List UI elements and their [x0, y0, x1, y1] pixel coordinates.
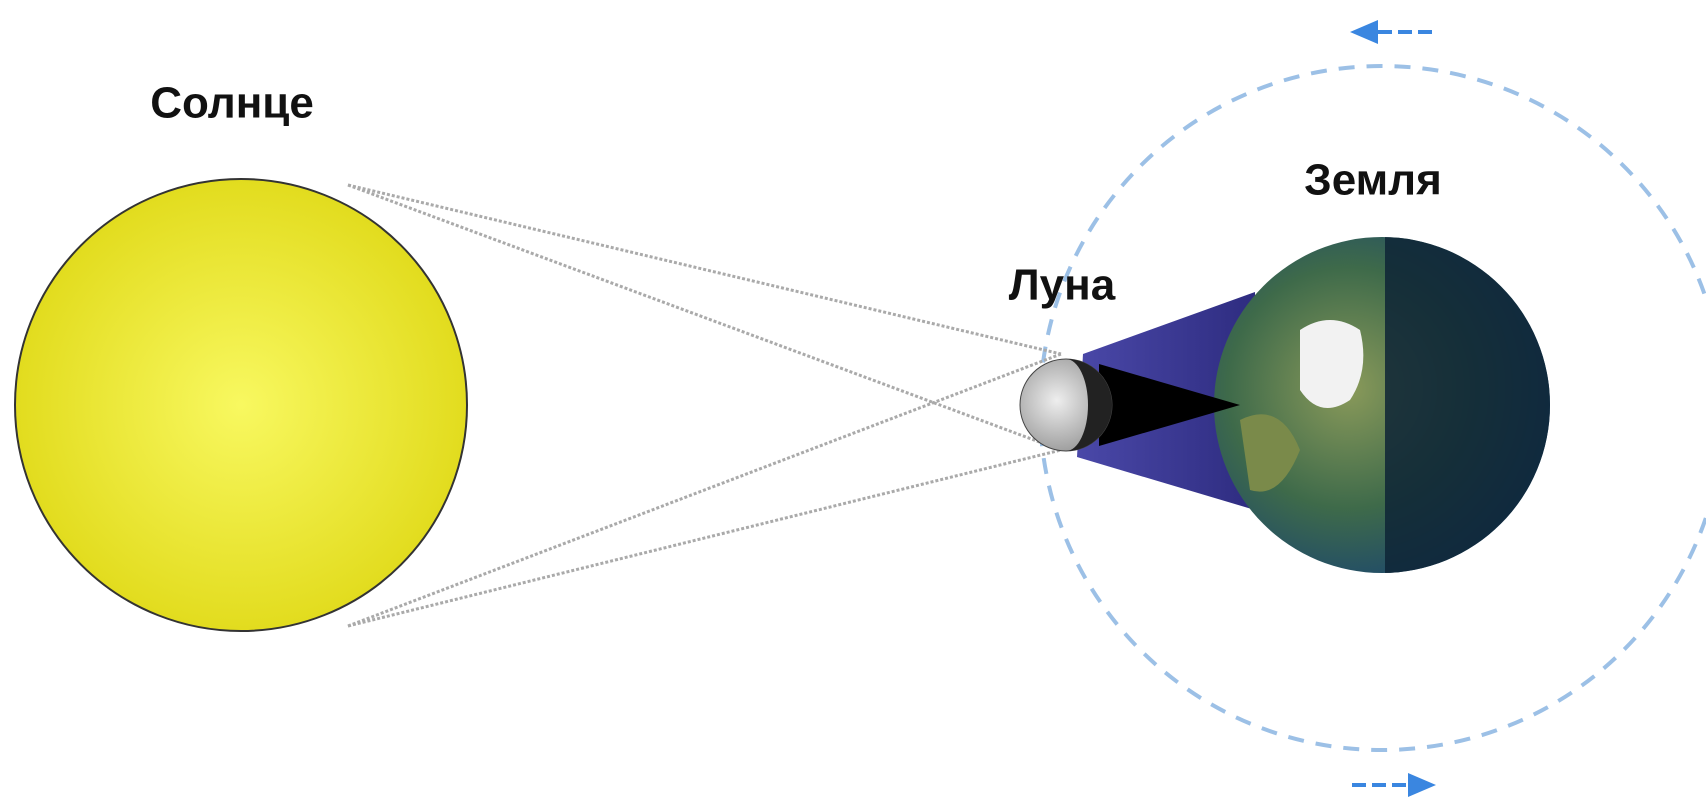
orbit-arrow-top	[1350, 20, 1432, 44]
earth-label: Земля	[1304, 156, 1442, 205]
earth	[1214, 230, 1565, 590]
moon	[1020, 359, 1112, 451]
sun	[15, 179, 467, 631]
eclipse-diagram: Солнце Луна Земля	[0, 0, 1706, 803]
moon-label: Луна	[1009, 261, 1116, 310]
sun-label: Солнце	[150, 79, 314, 128]
orbit-arrow-bottom	[1352, 773, 1436, 797]
